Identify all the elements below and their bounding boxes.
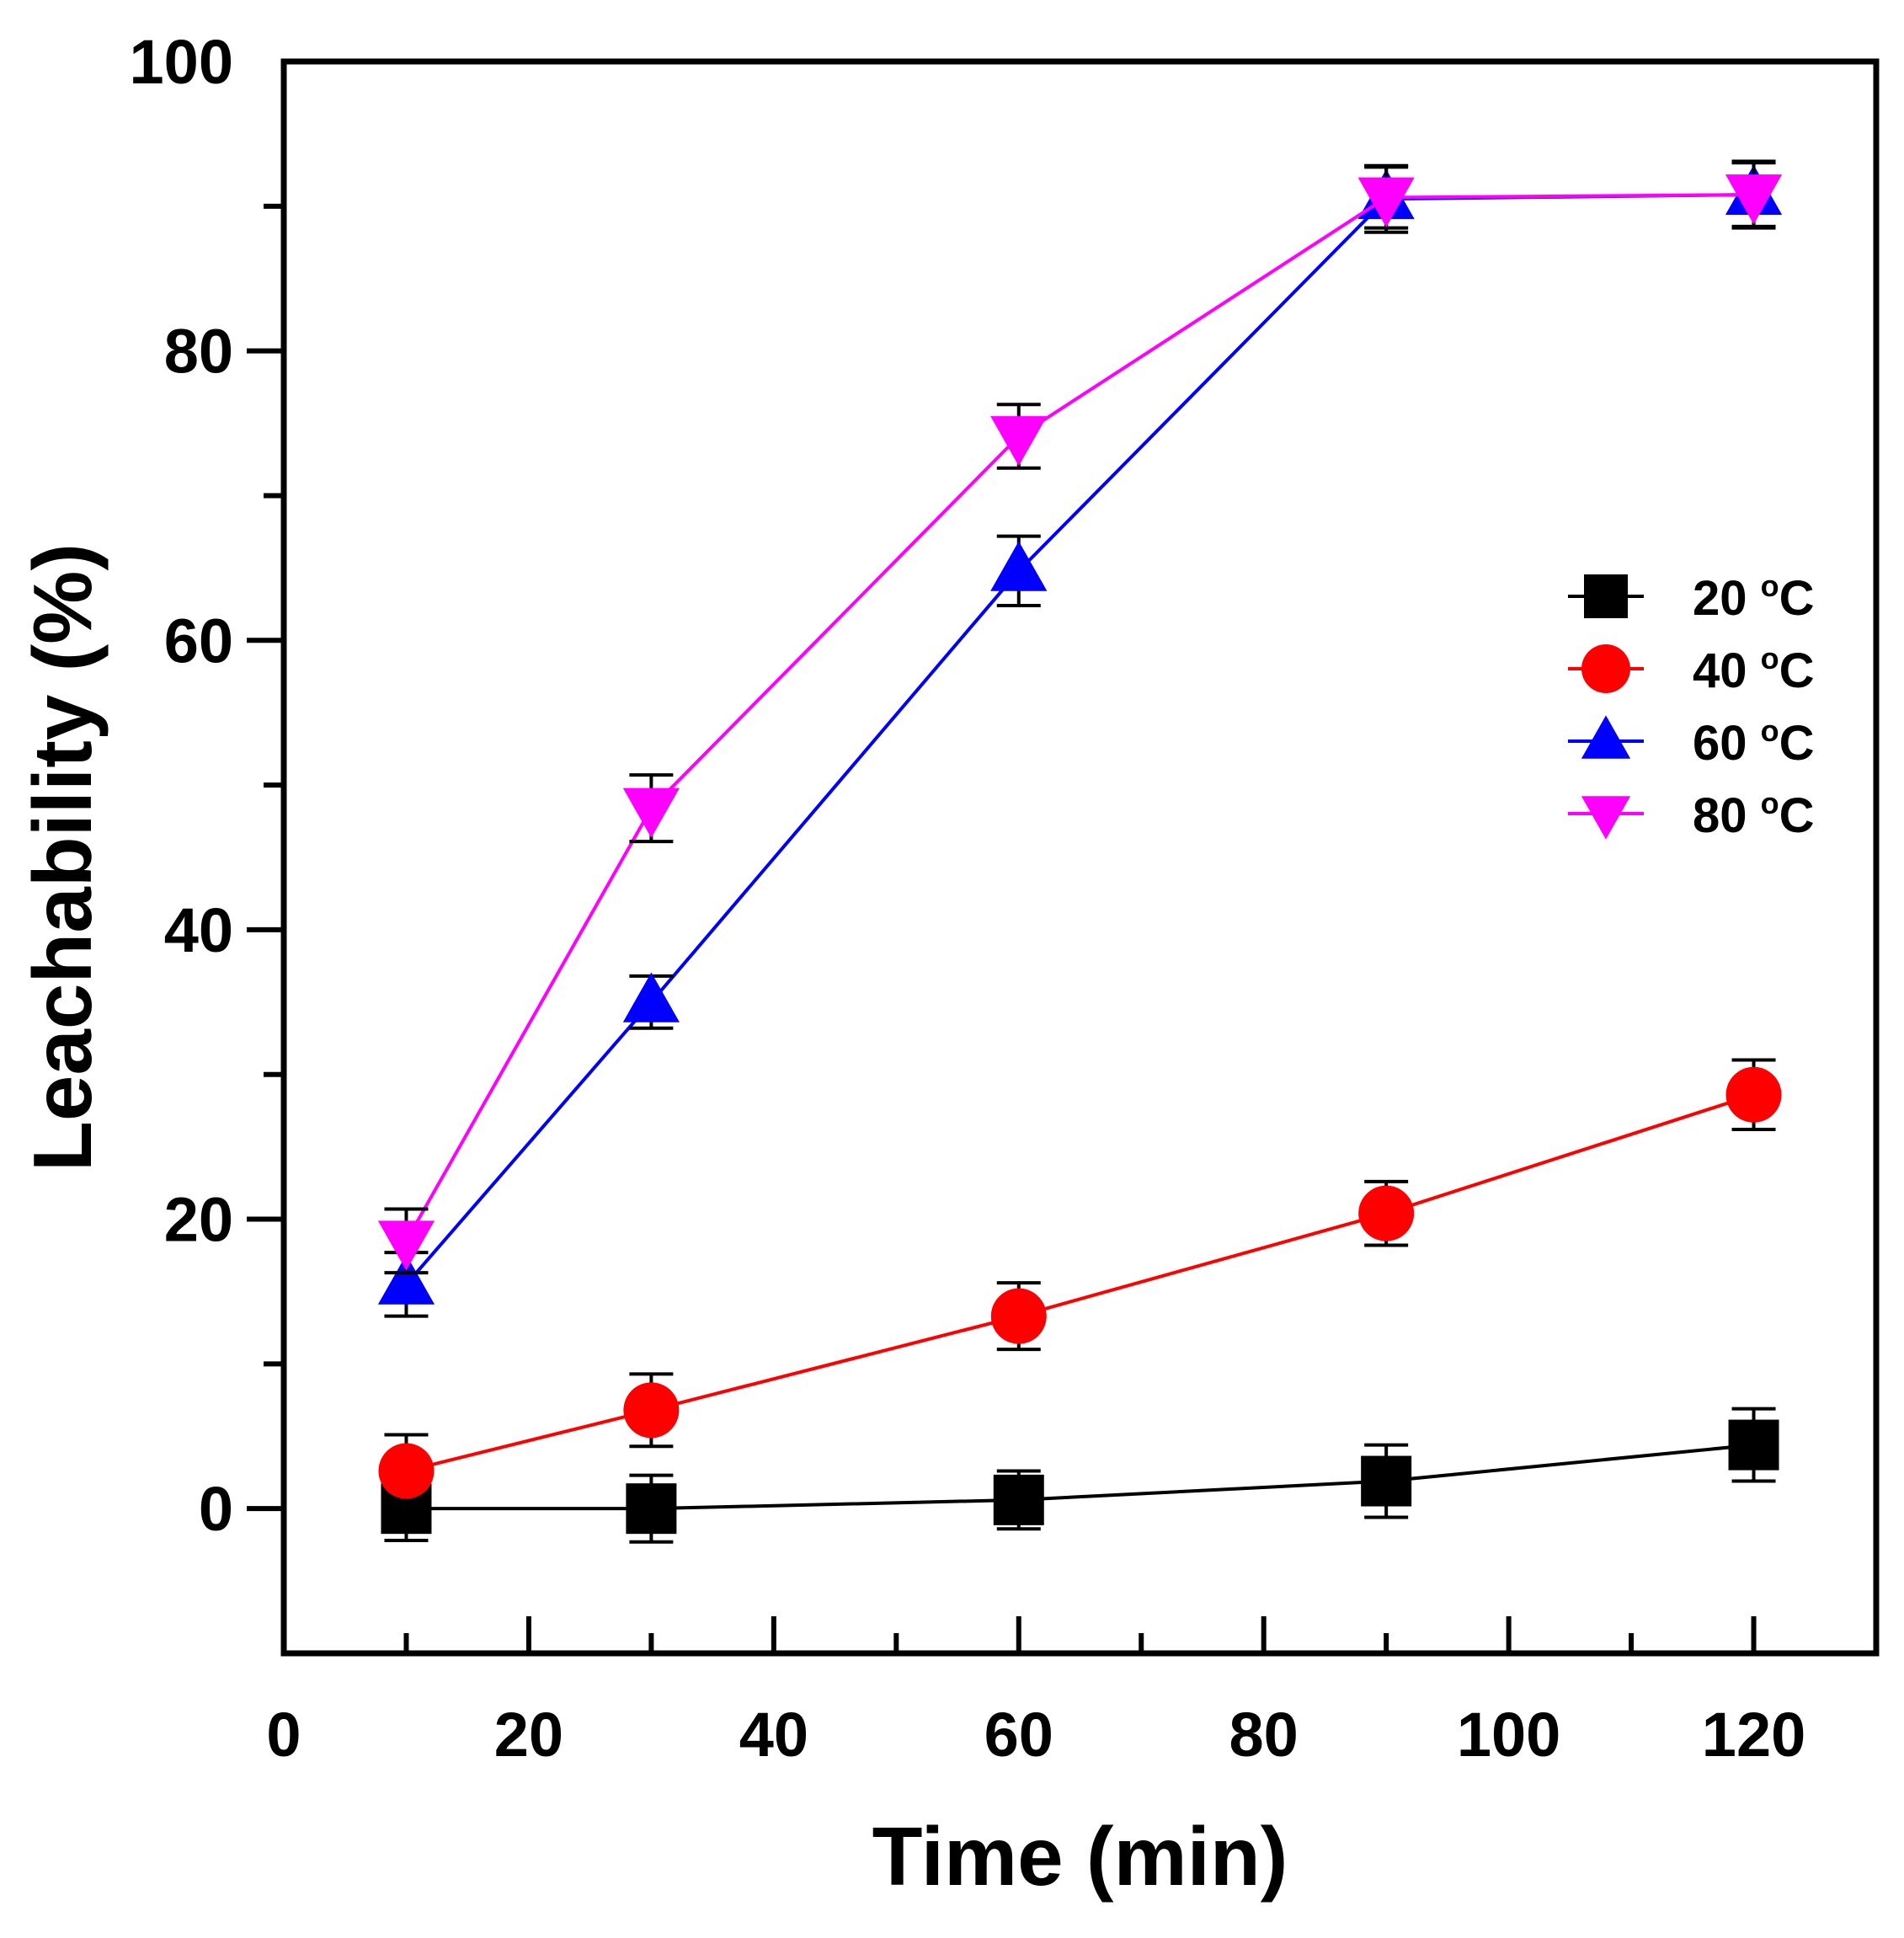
y-tick-label: 20 (164, 1185, 233, 1255)
data-point (1361, 1455, 1412, 1507)
x-tick-label: 60 (984, 1700, 1053, 1770)
legend-marker (1584, 574, 1628, 618)
data-point (622, 972, 680, 1022)
x-tick-label: 120 (1702, 1700, 1805, 1770)
y-tick-label: 60 (164, 606, 233, 675)
data-point (1358, 1185, 1415, 1241)
series-1 (378, 1058, 1782, 1509)
y-tick-label: 40 (164, 895, 233, 965)
x-tick-label: 40 (739, 1700, 808, 1770)
data-point (1728, 1419, 1779, 1471)
y-tick-label: 100 (130, 27, 233, 97)
data-point (378, 1443, 435, 1499)
series-line (404, 193, 1754, 1286)
legend-item: 20 oC (1568, 569, 1815, 626)
x-tick-label: 20 (494, 1700, 563, 1770)
data-point (990, 416, 1048, 467)
series-line (405, 1092, 1755, 1473)
legend-marker (1581, 644, 1630, 693)
x-tick-label: 0 (266, 1700, 301, 1770)
legend-label: 20 oC (1693, 569, 1815, 626)
y-tick-label: 0 (199, 1474, 233, 1544)
data-point (622, 787, 680, 838)
x-tick-label: 100 (1457, 1700, 1560, 1770)
series-line (406, 1443, 1754, 1511)
x-axis-title: Time (min) (872, 1810, 1288, 1903)
series-0 (381, 1407, 1779, 1544)
series-3 (377, 161, 1783, 1275)
data-point (993, 1474, 1044, 1525)
data-point (1725, 1066, 1782, 1123)
legend-item: 40 oC (1568, 641, 1815, 698)
data-point (377, 1220, 435, 1271)
data-point (623, 1382, 680, 1439)
legend-item: 60 oC (1568, 713, 1815, 771)
data-point (990, 541, 1048, 591)
legend-label: 40 oC (1693, 641, 1815, 698)
legend: 20 oC 40 oC 60 oC 80 oC (1568, 569, 1815, 843)
series-line (404, 193, 1754, 1242)
y-axis-title: Leachability (%) (16, 543, 109, 1172)
data-point (1357, 177, 1415, 227)
legend-marker (1581, 796, 1631, 840)
legend-label: 80 oC (1693, 786, 1815, 843)
x-tick-label: 80 (1229, 1700, 1299, 1770)
data-point (1725, 174, 1783, 225)
series-2 (377, 159, 1783, 1318)
legend-label: 60 oC (1693, 713, 1815, 771)
data-point (377, 1254, 435, 1305)
plot-frame (280, 58, 1880, 1657)
data-point (990, 1288, 1047, 1344)
data-point (626, 1483, 677, 1535)
y-tick-label: 80 (164, 317, 233, 387)
legend-marker (1581, 715, 1631, 759)
legend-item: 80 oC (1568, 786, 1815, 843)
